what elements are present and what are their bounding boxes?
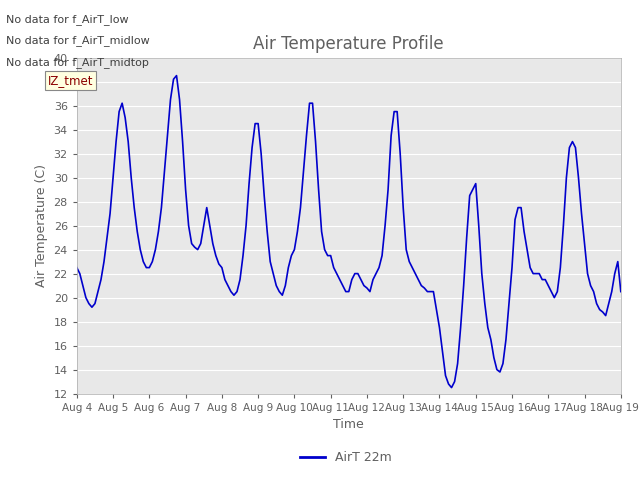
Text: No data for f_AirT_midlow: No data for f_AirT_midlow xyxy=(6,35,150,46)
X-axis label: Time: Time xyxy=(333,418,364,431)
Text: No data for f_AirT_midtop: No data for f_AirT_midtop xyxy=(6,57,149,68)
Text: No data for f_AirT_low: No data for f_AirT_low xyxy=(6,13,129,24)
Text: IZ_tmet: IZ_tmet xyxy=(48,74,93,87)
Title: Air Temperature Profile: Air Temperature Profile xyxy=(253,35,444,53)
Legend: AirT 22m: AirT 22m xyxy=(295,446,396,469)
Y-axis label: Air Temperature (C): Air Temperature (C) xyxy=(35,164,48,287)
